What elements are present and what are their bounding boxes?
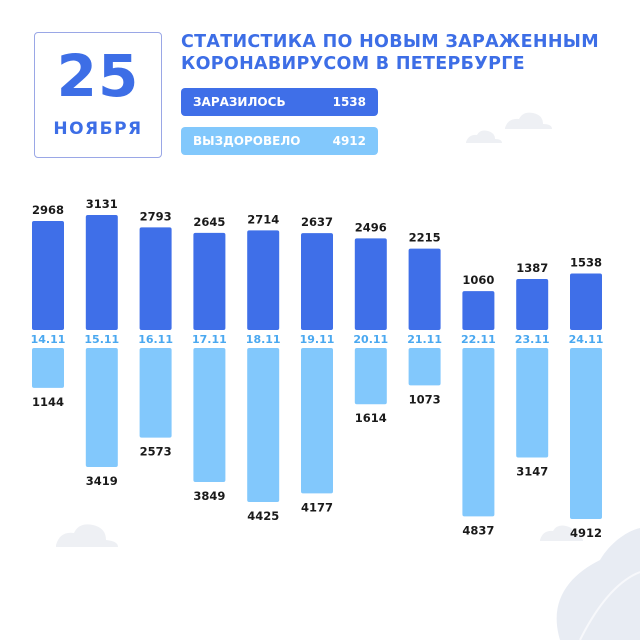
value-label-infected: 2637 [301, 215, 333, 229]
cloud-icon [505, 112, 552, 129]
date-tick-label: 18.11 [246, 333, 281, 346]
bar-infected-24.11 [570, 273, 602, 330]
value-label-infected: 2793 [140, 209, 172, 223]
date-tick-label: 23.11 [515, 333, 550, 346]
cloud-icon [466, 130, 502, 143]
bar-infected-18.11 [247, 230, 280, 330]
cloud-icon [56, 524, 118, 547]
bar-recovered-24.11 [570, 348, 602, 519]
bar-recovered-18.11 [247, 348, 280, 503]
legend-recovered: ВЫЗДОРОВЕЛО 4912 [181, 127, 378, 155]
cloud-icon [540, 525, 583, 541]
date-tick-label: 22.11 [461, 333, 496, 346]
bar-recovered-23.11 [516, 348, 549, 458]
value-label-recovered: 2573 [140, 445, 172, 459]
date-tick-label: 21.11 [407, 333, 442, 346]
value-label-recovered: 4177 [301, 500, 333, 514]
bar-recovered-15.11 [85, 348, 118, 468]
date-tick-label: 20.11 [353, 333, 388, 346]
chart-title: СТАТИСТИКА ПО НОВЫМ ЗАРАЖЕННЫМ КОРОНАВИР… [181, 31, 601, 75]
chart-title-line1: СТАТИСТИКА ПО НОВЫМ ЗАРАЖЕННЫМ [181, 32, 599, 52]
value-label-infected: 3131 [86, 197, 118, 211]
date-tick-label: 16.11 [138, 333, 173, 346]
bar-infected-15.11 [85, 215, 118, 330]
value-label-recovered: 4425 [247, 509, 279, 523]
bar-recovered-21.11 [408, 348, 441, 386]
value-label-recovered: 3849 [193, 489, 225, 503]
value-label-infected: 1538 [570, 256, 602, 270]
value-label-recovered: 1144 [32, 395, 64, 409]
bar-infected-16.11 [139, 227, 172, 330]
date-tick-label: 19.11 [300, 333, 335, 346]
bar-infected-20.11 [354, 238, 387, 330]
date-month: НОЯБРЯ [53, 119, 143, 139]
bar-recovered-16.11 [139, 348, 172, 438]
infected-bars [32, 215, 602, 330]
bar-infected-19.11 [301, 233, 333, 330]
bar-recovered-20.11 [354, 348, 387, 405]
legend-infected-value: 1538 [332, 95, 366, 109]
bar-infected-22.11 [462, 291, 495, 330]
date-tick-label: 15.11 [84, 333, 119, 346]
value-label-infected: 1060 [462, 273, 494, 287]
date-tick-label: 14.11 [31, 333, 66, 346]
value-label-infected: 1387 [516, 261, 548, 275]
value-label-recovered: 4912 [570, 526, 602, 540]
date-box: 25 НОЯБРЯ [34, 32, 162, 158]
bar-recovered-19.11 [301, 348, 333, 494]
bar-infected-17.11 [193, 232, 226, 330]
bar-recovered-22.11 [462, 348, 495, 517]
legend-recovered-value: 4912 [332, 134, 366, 148]
bar-infected-14.11 [32, 220, 64, 330]
chart-title-line2: КОРОНАВИРУСОМ В ПЕТЕРБУРГЕ [181, 54, 525, 74]
bar-recovered-17.11 [193, 348, 226, 482]
legend-infected: ЗАРАЗИЛОСЬ 1538 [181, 88, 378, 116]
chart-labels: 2968 1144 14.11 3131 3419 15.11 2793 2573 16.11 2… [31, 197, 604, 540]
legend-infected-label: ЗАРАЗИЛОСЬ [193, 95, 286, 109]
value-label-infected: 2215 [409, 231, 441, 245]
value-label-recovered: 3419 [86, 474, 118, 488]
value-label-infected: 2968 [32, 203, 64, 217]
date-tick-label: 17.11 [192, 333, 227, 346]
legend-recovered-label: ВЫЗДОРОВЕЛО [193, 134, 301, 148]
decor [56, 112, 640, 640]
value-label-infected: 2645 [193, 215, 225, 229]
value-label-recovered: 1073 [409, 392, 441, 406]
date-tick-label: 24.11 [569, 333, 604, 346]
value-label-recovered: 4837 [462, 523, 494, 537]
date-day: 25 [56, 42, 140, 110]
leaf-icon [556, 528, 640, 640]
value-label-infected: 2714 [247, 212, 279, 226]
value-label-recovered: 3147 [516, 465, 548, 479]
bar-infected-21.11 [408, 248, 441, 330]
value-label-infected: 2496 [355, 220, 387, 234]
recovered-bars [32, 348, 602, 519]
bar-recovered-14.11 [32, 348, 64, 388]
bar-infected-23.11 [516, 279, 549, 330]
value-label-recovered: 1614 [355, 411, 387, 425]
